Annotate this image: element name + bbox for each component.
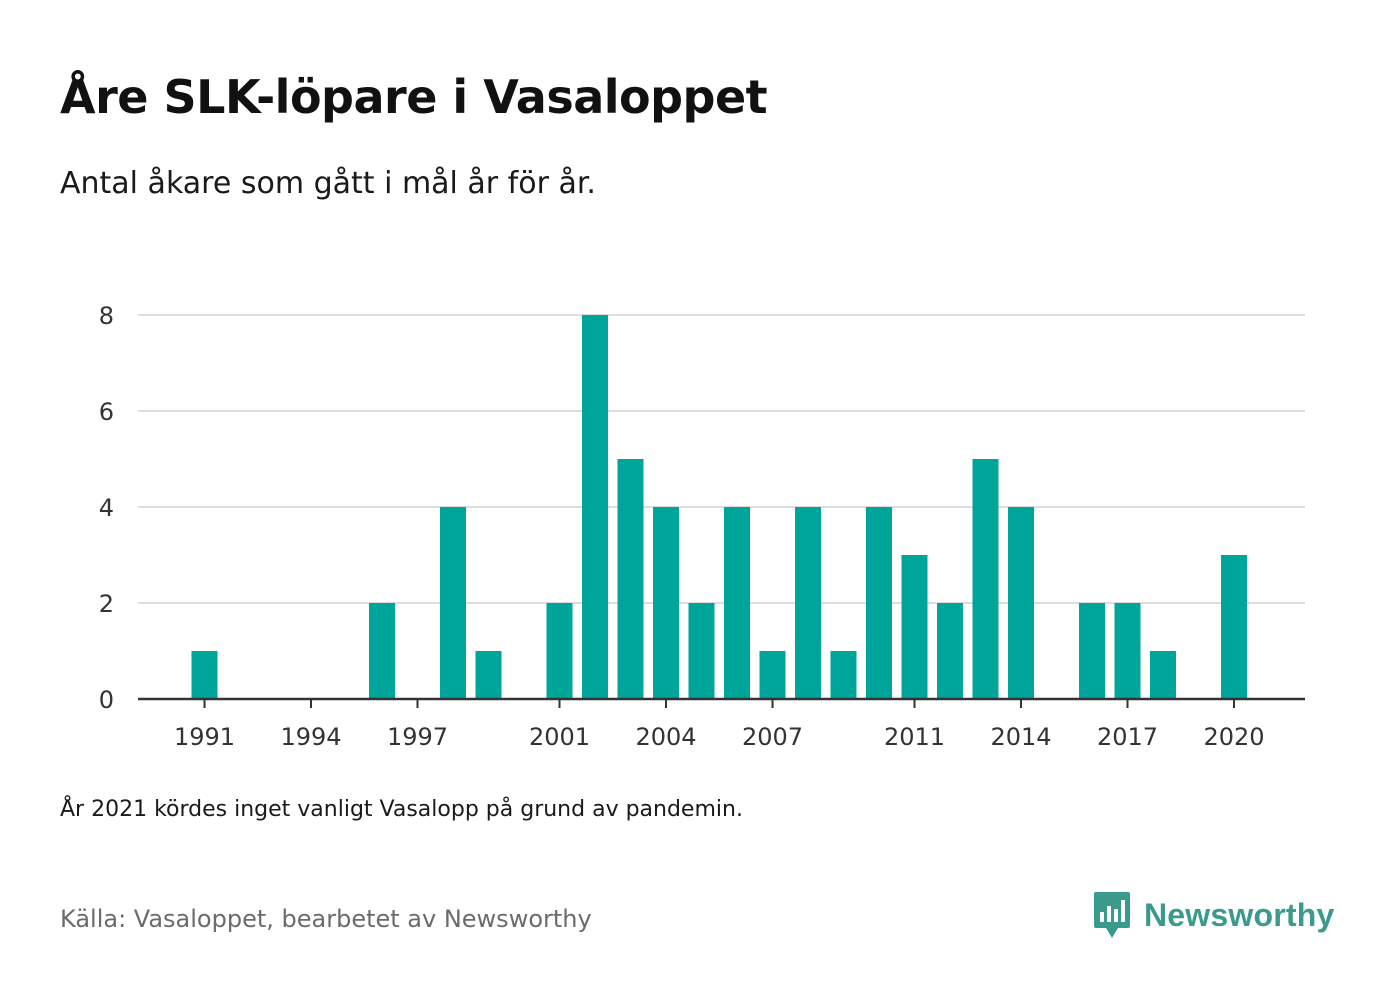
bar	[1008, 507, 1034, 699]
x-tick-label: 2020	[1203, 723, 1264, 751]
bar	[653, 507, 679, 699]
x-tick-label: 2017	[1097, 723, 1158, 751]
bar	[1221, 555, 1247, 699]
bar	[546, 603, 573, 699]
bar	[1114, 603, 1141, 699]
bar	[972, 459, 999, 699]
x-tick-label: 2001	[529, 723, 590, 751]
bar	[795, 507, 821, 699]
chart-title: Åre SLK-löpare i Vasaloppet	[60, 70, 768, 124]
newsworthy-logo: Newsworthy	[1092, 890, 1334, 940]
bar	[440, 507, 466, 699]
axes: 0 2 4 6 8 1991 1994 1997 2001 2004 2007 2011 2014 201…	[99, 302, 1305, 751]
brand-name: Newsworthy	[1144, 896, 1335, 933]
bar	[937, 603, 963, 699]
gridlines	[138, 314, 1305, 604]
bar	[191, 651, 218, 699]
x-tick-label: 1997	[387, 723, 448, 751]
source-text: Källa: Vasaloppet, bearbetet av Newswort…	[60, 905, 592, 933]
chart-subtitle: Antal åkare som gått i mål år för år.	[60, 166, 596, 201]
x-tick-label: 2011	[884, 723, 945, 751]
bar	[724, 507, 750, 699]
bar-chart-icon	[1094, 892, 1130, 938]
bars	[191, 315, 1247, 699]
bar	[582, 315, 608, 699]
bar	[617, 459, 644, 699]
y-tick-label: 4	[99, 494, 114, 522]
bar	[830, 651, 857, 699]
chart-note: År 2021 kördes inget vanligt Vasalopp på…	[60, 797, 743, 822]
bar	[1079, 603, 1105, 699]
bar	[688, 603, 715, 699]
bar	[475, 651, 502, 699]
y-tick-label: 6	[99, 398, 114, 426]
x-tick-label: 1994	[280, 723, 341, 751]
x-tick-label: 2004	[635, 723, 696, 751]
bar	[1150, 651, 1176, 699]
bar	[901, 555, 928, 699]
x-tick-label: 2014	[990, 723, 1051, 751]
bar	[369, 603, 395, 699]
bar	[759, 651, 786, 699]
y-tick-label: 2	[99, 590, 114, 618]
x-tick-label: 2007	[742, 723, 803, 751]
y-tick-label: 0	[99, 686, 114, 714]
y-tick-label: 8	[99, 302, 114, 330]
bar	[866, 507, 892, 699]
x-tick-label: 1991	[174, 723, 235, 751]
